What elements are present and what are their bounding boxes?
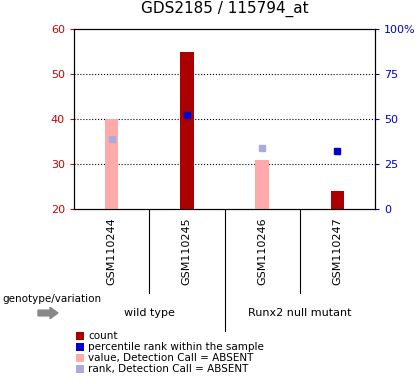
Text: GSM110245: GSM110245 bbox=[182, 218, 192, 285]
Text: count: count bbox=[88, 331, 118, 341]
Text: GSM110244: GSM110244 bbox=[107, 218, 117, 285]
Bar bbox=[180, 51, 194, 209]
Text: GSM110246: GSM110246 bbox=[257, 218, 267, 285]
Bar bbox=[255, 159, 269, 209]
Text: value, Detection Call = ABSENT: value, Detection Call = ABSENT bbox=[88, 353, 253, 363]
Text: GDS2185 / 115794_at: GDS2185 / 115794_at bbox=[141, 1, 308, 17]
Text: rank, Detection Call = ABSENT: rank, Detection Call = ABSENT bbox=[88, 364, 248, 374]
Text: genotype/variation: genotype/variation bbox=[2, 294, 101, 304]
Text: percentile rank within the sample: percentile rank within the sample bbox=[88, 342, 264, 352]
Text: wild type: wild type bbox=[124, 308, 175, 318]
Text: Runx2 null mutant: Runx2 null mutant bbox=[248, 308, 352, 318]
Text: GSM110247: GSM110247 bbox=[332, 218, 342, 285]
Bar bbox=[331, 191, 344, 209]
Bar bbox=[105, 119, 118, 209]
